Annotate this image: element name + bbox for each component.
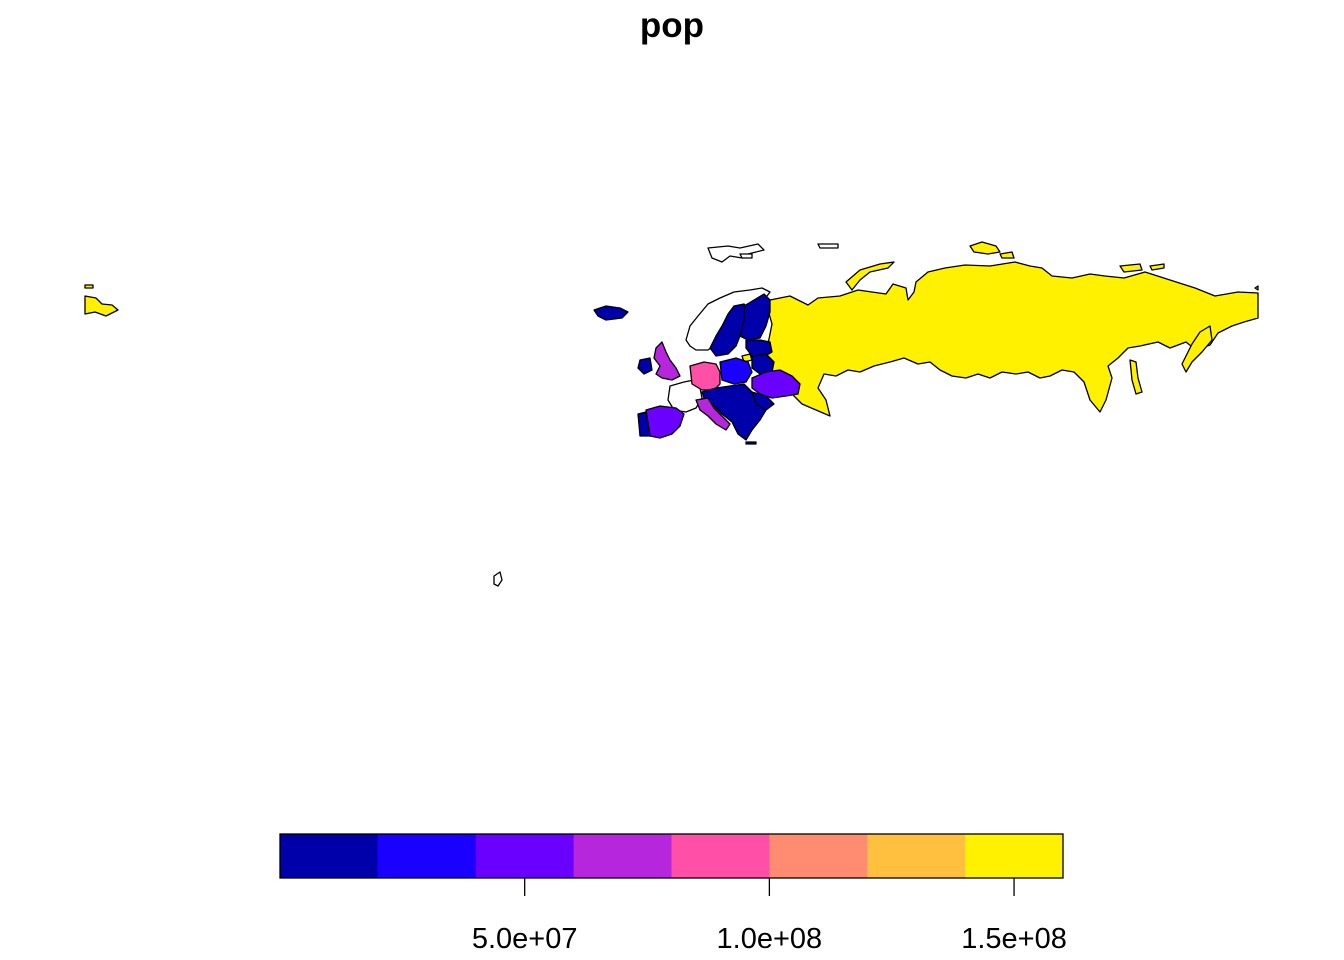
region-uk[interactable] [653,341,681,381]
legend-tick-label: 5.0e+07 [472,923,578,955]
region-svalbard-3[interactable] [739,253,753,259]
legend-bin [475,834,575,878]
region-svalbard-2[interactable] [817,243,839,249]
legend-bin [867,834,966,878]
region-atlantic-island[interactable] [493,571,503,587]
legend-tick-label: 1.5e+08 [961,923,1067,955]
region-iceland[interactable] [593,305,629,321]
legend-bin [377,834,477,878]
region-finland[interactable] [739,293,771,341]
region-portugal[interactable] [637,411,651,437]
legend-bin [965,834,1064,878]
region-russia-kamchatka[interactable] [1181,325,1213,373]
map-title: pop [639,6,705,45]
region-russia-islet[interactable] [999,251,1015,259]
legend-bin [671,834,770,878]
region-ukraine[interactable] [751,369,801,399]
region-russia-wrangel[interactable] [1149,263,1165,271]
legend-bin [573,834,672,878]
legend-frame [279,833,1064,879]
region-ireland[interactable] [637,357,653,375]
region-russia-new-siberian-islands[interactable] [1119,263,1143,273]
region-russia-chukotka-islet[interactable] [84,284,94,289]
region-russia-franz-josef[interactable] [969,241,1001,255]
region-romania[interactable] [751,391,775,411]
region-italy[interactable] [695,397,731,431]
region-russia-sakhalin[interactable] [1129,359,1143,395]
region-russia-chukotka[interactable] [84,295,119,317]
legend-ticks: 5.0e+07 1.0e+08 1.5e+08 [472,878,1067,955]
region-spain[interactable] [645,405,685,439]
region-poland[interactable] [719,357,753,385]
region-russia-novaya-zemlya[interactable] [845,261,895,291]
legend-bin [280,834,379,878]
legend-tick-label: 1.0e+08 [717,923,823,955]
region-central-balkan-states[interactable] [701,383,767,441]
region-balkan-islet[interactable] [745,441,757,445]
region-russia[interactable] [765,261,1259,417]
legend-bin [769,834,868,878]
region-germany[interactable] [689,361,721,391]
legend-color-bins [280,834,1064,878]
region-russia-islet-2[interactable] [1254,285,1259,291]
